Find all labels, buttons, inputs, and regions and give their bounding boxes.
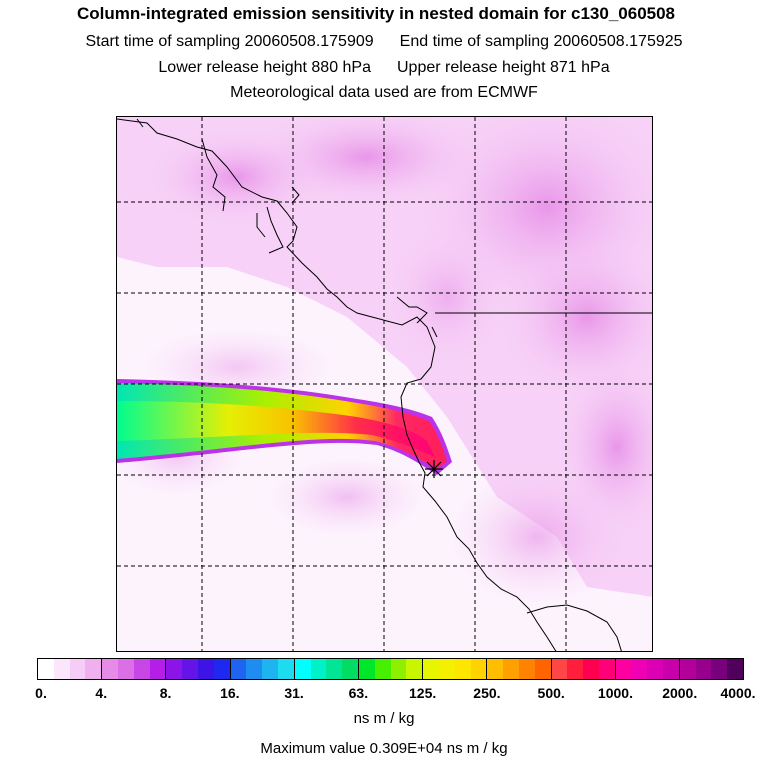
coastlines: [117, 118, 652, 651]
colorbar-segment: [166, 659, 231, 679]
colorbar-swatch: [342, 659, 358, 679]
colorbar-swatch: [166, 659, 183, 679]
colorbar-swatch: [117, 659, 134, 679]
colorbar-swatch: [438, 659, 455, 679]
colorbar-swatch: [53, 659, 70, 679]
colorbar-swatch: [38, 659, 54, 679]
colorbar-segment: [230, 659, 295, 679]
colorbar-tick-label: 16.: [220, 685, 240, 701]
colorbar-swatch: [230, 659, 247, 679]
colorbar-tick-label: 4.: [95, 685, 108, 701]
colorbar-segment: [551, 659, 616, 679]
colorbar-swatch: [133, 659, 150, 679]
colorbar-segment: [615, 659, 680, 679]
background-sensitivity-field: [117, 117, 652, 651]
colorbar-swatch: [390, 659, 407, 679]
upper-release-label: Upper release height 871 hPa: [397, 59, 610, 76]
colorbar-swatch: [246, 659, 263, 679]
maximum-value-label: Maximum value 0.309E+04 ns m / kg: [260, 740, 508, 757]
colorbar-tick-label: 4000.: [720, 685, 756, 701]
colorbar-swatch: [518, 659, 535, 679]
colorbar-swatch: [567, 659, 584, 679]
colorbar-segment: [102, 659, 167, 679]
colorbar-swatch: [277, 659, 294, 679]
release-height-line: Lower release height 880 hPa Upper releas…: [0, 59, 768, 77]
colorbar-tick-label: 125.: [409, 685, 437, 701]
colorbar-swatch: [423, 659, 439, 679]
colorbar-swatch: [85, 659, 102, 679]
sensitivity-map: [116, 116, 653, 652]
met-data-label: Meteorological data used are from ECMWF: [230, 84, 538, 101]
colorbar-swatch: [551, 659, 568, 679]
colorbar-swatch: [503, 659, 519, 679]
colorbar-swatch: [598, 659, 615, 679]
sampling-time-line: Start time of sampling 20060508.175909 En…: [0, 33, 768, 51]
colorbar-swatch: [487, 659, 504, 679]
colorbar-swatch: [406, 659, 423, 679]
colorbar-swatch: [615, 659, 632, 679]
colorbar-tick-label: 2000.: [662, 685, 698, 701]
map-canvas: [117, 117, 652, 651]
colorbar-tick-label: 250.: [473, 685, 501, 701]
colorbar-units: ns m / kg: [353, 710, 415, 727]
colorbar: [37, 658, 744, 680]
end-time-label: End time of sampling 20060508.175925: [399, 33, 683, 50]
colorbar-tick-label: 500.: [537, 685, 565, 701]
colorbar-swatch: [262, 659, 278, 679]
colorbar-swatch: [647, 659, 664, 679]
colorbar-segment: [487, 659, 552, 679]
colorbar-swatch: [631, 659, 648, 679]
colorbar-swatch: [679, 659, 696, 679]
colorbar-swatch: [197, 659, 214, 679]
colorbar-swatch: [213, 659, 230, 679]
star-icon: [425, 460, 443, 478]
colorbar-segment: [679, 659, 744, 679]
colorbar-swatch: [102, 659, 118, 679]
colorbar-swatch: [663, 659, 679, 679]
colorbar-swatch: [454, 659, 471, 679]
lat-lon-gridlines: [117, 117, 652, 651]
colorbar-segment: [423, 659, 488, 679]
start-time-label: Start time of sampling 20060508.175909: [85, 33, 374, 50]
colorbar-swatch: [149, 659, 166, 679]
colorbar-segment: [294, 659, 359, 679]
colorbar-tick-label: 63.: [348, 685, 369, 701]
plot-title: Column-integrated emission sensitivity i…: [76, 4, 676, 23]
colorbar-swatch: [583, 659, 599, 679]
colorbar-swatch: [711, 659, 728, 679]
colorbar-swatch: [358, 659, 375, 679]
colorbar-swatch: [182, 659, 198, 679]
colorbar-swatch: [69, 659, 86, 679]
colorbar-tick-label: 1000.: [597, 685, 633, 701]
colorbar-tick-label: 0.: [35, 685, 47, 701]
colorbar-swatch: [695, 659, 712, 679]
colorbar-tick-label: 31.: [284, 685, 304, 701]
colorbar-tick-label: 8.: [159, 685, 172, 701]
colorbar-segment: [358, 659, 424, 679]
colorbar-swatch: [326, 659, 343, 679]
colorbar-swatch: [310, 659, 327, 679]
colorbar-swatch: [374, 659, 391, 679]
colorbar-swatch: [727, 659, 744, 679]
colorbar-swatch: [294, 659, 311, 679]
colorbar-segment: [38, 659, 103, 679]
emission-plume: [117, 379, 452, 475]
colorbar-swatch: [534, 659, 551, 679]
lower-release-label: Lower release height 880 hPa: [158, 59, 371, 76]
colorbar-swatch: [470, 659, 487, 679]
